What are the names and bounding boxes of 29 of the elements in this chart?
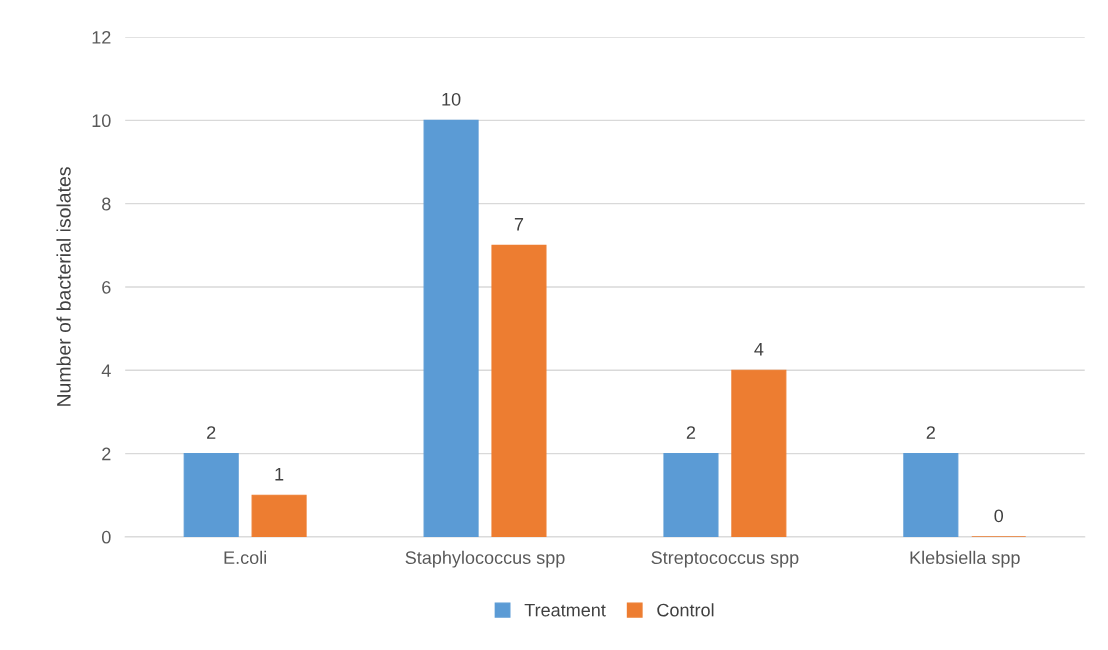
bar [423, 119, 479, 537]
legend-label: Control [657, 603, 714, 617]
data-label: 0 [994, 509, 1004, 523]
y-tick-label: 10 [92, 114, 111, 128]
x-tick-label: Klebsiella spp [910, 550, 1020, 568]
data-label: 10 [442, 92, 461, 106]
y-tick-label: 12 [92, 30, 111, 44]
bar [251, 494, 307, 537]
bar [731, 369, 787, 537]
data-label: 2 [207, 426, 216, 439]
x-tick-label: Staphylococcus spp [405, 550, 565, 568]
bar [663, 453, 719, 537]
y-tick-label: 4 [101, 364, 111, 377]
x-tick-label: Streptococcus spp [651, 551, 799, 568]
y-tick-label: 8 [102, 197, 111, 211]
bar [903, 453, 959, 537]
y-tick-label: 0 [101, 530, 111, 544]
legend-label: Treatment [524, 603, 606, 617]
data-label: 4 [754, 343, 764, 356]
bar [183, 453, 239, 537]
data-label: 1 [275, 467, 284, 481]
data-label: 2 [926, 426, 935, 439]
x-tick-label: E.coli [224, 550, 267, 565]
y-axis-title: Number of bacterial isolates [56, 167, 71, 406]
data-label: 2 [686, 426, 696, 439]
data-label: 7 [514, 218, 524, 231]
y-tick-label: 2 [102, 447, 111, 461]
y-tick-label: 6 [102, 280, 111, 294]
bar [491, 244, 547, 537]
